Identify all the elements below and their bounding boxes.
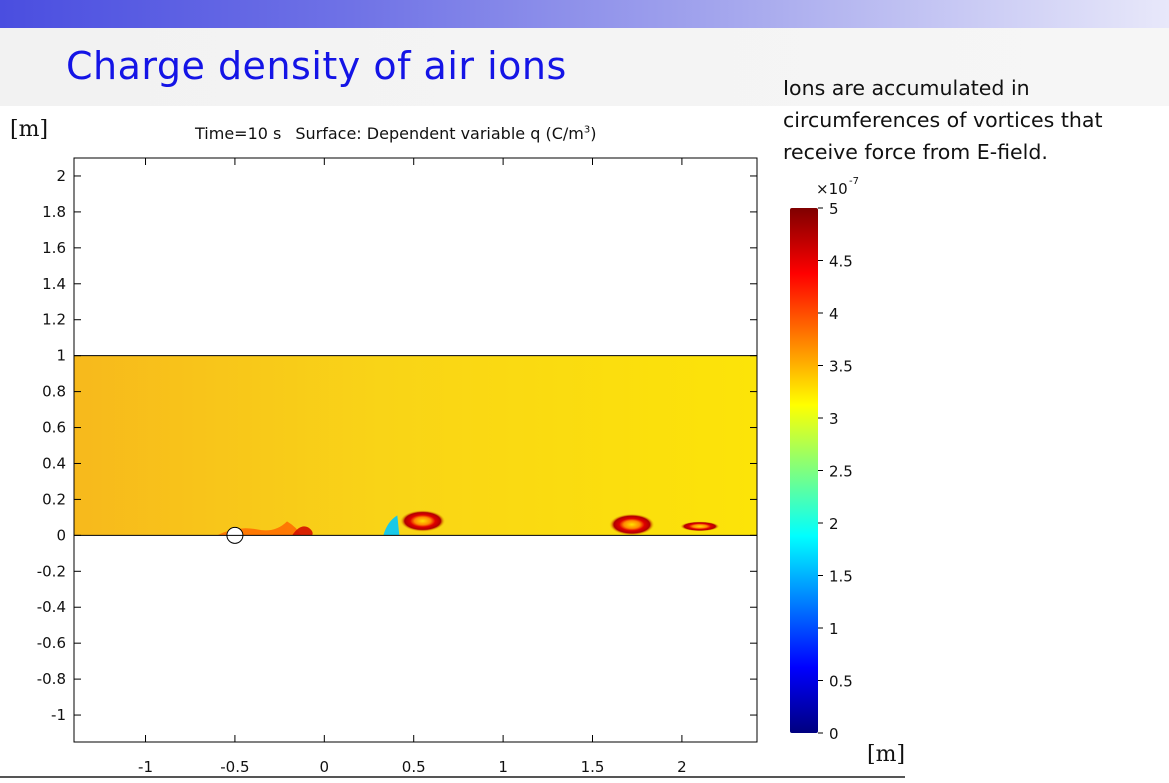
slide-title: Charge density of air ions	[66, 44, 567, 88]
plot-title-surface: Surface: Dependent variable q (C/m	[295, 124, 584, 143]
y-tick-label: -1	[51, 706, 66, 724]
plot-title: Time=10 s Surface: Dependent variable q (…	[195, 124, 596, 143]
slide-top-bar	[0, 0, 1169, 28]
annotation-text: Ions are accumulated in circumferences o…	[783, 72, 1163, 168]
colorbar-tick-label: 4.5	[829, 253, 853, 271]
annotation-line: circumferences of vortices that	[783, 108, 1103, 132]
x-tick-label: -0.5	[220, 758, 249, 776]
plot-frame	[73, 157, 758, 743]
y-tick-label: 1.4	[42, 275, 66, 293]
slide-title-band	[0, 28, 1169, 106]
surface-field	[74, 355, 757, 536]
y-tick-label: -0.6	[37, 634, 66, 652]
y-tick-label: 1.8	[42, 203, 66, 221]
x-tick-label: 0.5	[402, 758, 426, 776]
y-unit-label: [m]	[10, 117, 49, 142]
y-tick-label: -0.4	[37, 598, 66, 616]
vortex-mark	[399, 509, 446, 532]
colorbar-tick-label: 2	[829, 515, 839, 533]
plot-title-close: )	[590, 124, 597, 143]
wake-streak-blue	[383, 515, 400, 536]
annotation-line: Ions are accumulated in	[783, 76, 1030, 100]
colorbar-tick-label: 2.5	[829, 463, 853, 481]
x-unit-label: [m]	[867, 742, 906, 767]
y-tick-label: -0.2	[37, 562, 66, 580]
vortex-mark	[679, 521, 720, 532]
annotation-line: receive force from E-field.	[783, 140, 1048, 164]
colorbar-tick-label: 0	[829, 725, 839, 743]
colorbar-tick-label: 1	[829, 620, 839, 638]
y-tick-label: 0.2	[42, 490, 66, 508]
bottom-rule	[0, 776, 905, 778]
x-tick-label: 0	[320, 758, 330, 776]
y-tick-label: 0	[56, 526, 66, 544]
colorbar-multiplier-exponent: -7	[849, 176, 859, 187]
y-tick-label: 0.4	[42, 454, 66, 472]
y-tick-label: 1.6	[42, 239, 66, 257]
colorbar	[790, 208, 818, 733]
y-tick-label: 2	[56, 167, 66, 185]
x-tick-label: -1	[138, 758, 153, 776]
x-tick-label: 1	[498, 758, 508, 776]
colorbar-tick-label: 3.5	[829, 358, 853, 376]
colorbar-tick-label: 5	[829, 200, 839, 218]
colorbar-multiplier: ×10	[816, 180, 848, 198]
wake-streak-red	[292, 526, 313, 536]
vortex-mark	[608, 513, 655, 536]
y-tick-label: 0.6	[42, 419, 66, 437]
colorbar-tick-label: 1.5	[829, 568, 853, 586]
colorbar-tick-label: 4	[829, 305, 839, 323]
x-tick-label: 2	[677, 758, 687, 776]
colorbar-tick-label: 0.5	[829, 673, 853, 691]
y-tick-label: 1	[56, 347, 66, 365]
plot-title-time: Time=10 s	[195, 124, 282, 143]
y-tick-label: 1.2	[42, 311, 66, 329]
x-tick-label: 1.5	[581, 758, 605, 776]
colorbar-tick-label: 3	[829, 410, 839, 428]
y-tick-label: -0.8	[37, 670, 66, 688]
y-tick-label: 0.8	[42, 383, 66, 401]
plot-title-exponent: 3	[583, 124, 591, 136]
